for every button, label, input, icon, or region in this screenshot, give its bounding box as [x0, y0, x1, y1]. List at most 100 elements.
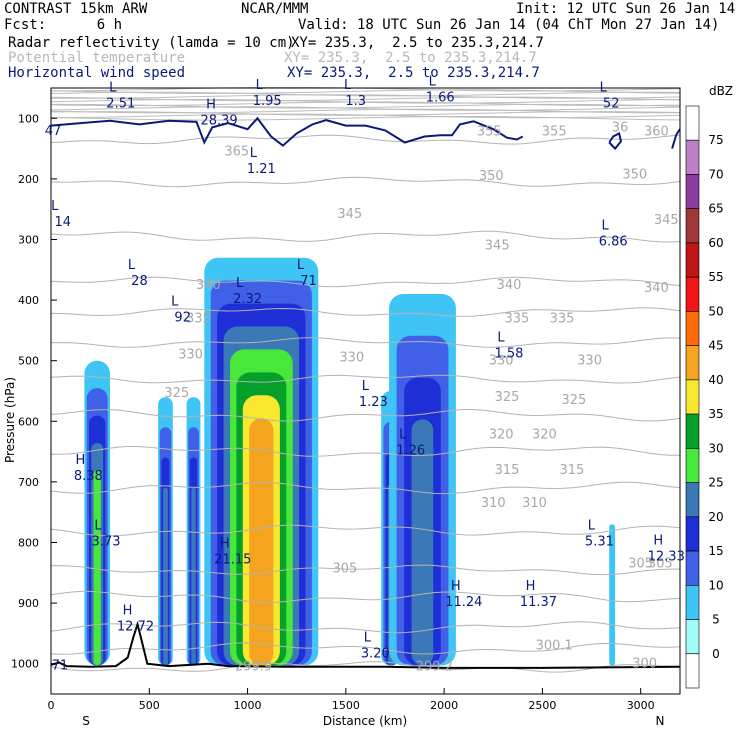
wind-value-label: 2.51	[106, 96, 135, 111]
y-axis-label: Pressure (hPa)	[3, 377, 17, 463]
colorbar-label: 40	[708, 373, 723, 387]
south-label: S	[82, 714, 90, 728]
wind-extremum-mark: L	[256, 78, 264, 93]
theta-label: 340	[497, 278, 522, 293]
wind-value-label: 1.26	[396, 444, 425, 459]
wind-extremum-mark: L	[602, 219, 610, 234]
wind-value-label: 1.95	[253, 94, 282, 109]
x-tick-label: 1000	[234, 699, 262, 712]
theta-contour-line	[50, 106, 681, 111]
theta-label: 340	[644, 281, 669, 296]
theta-contour-line	[51, 103, 681, 109]
field-theta-name: Potential temperature	[8, 50, 186, 66]
wind-value-label: 1.58	[495, 347, 524, 362]
theta-label: 299.2	[416, 660, 453, 675]
colorbar-label: 15	[708, 544, 723, 558]
wind-extremum-mark: L	[362, 379, 370, 394]
colorbar-unit: dBZ	[709, 84, 733, 98]
theta-label: 345	[485, 239, 510, 254]
colorbar-swatch	[685, 139, 700, 175]
theta-label: 335	[550, 311, 575, 326]
theta-label: 315	[495, 463, 520, 478]
wind-extremum-mark: L	[399, 428, 407, 443]
y-axis: 100 200 300 400 500 600 700 800 900 1000	[11, 112, 57, 671]
colorbar-swatch	[685, 311, 700, 346]
y-tick-label: 800	[18, 537, 39, 550]
field-reflectivity-name: Radar reflectivity (lamda = 10 cm)	[8, 35, 295, 51]
theta-contour-line	[50, 621, 681, 634]
wind-value-label: 47	[45, 124, 62, 139]
theta-contour-line	[50, 642, 681, 655]
theta-label: 310	[522, 496, 547, 511]
wind-extremum-mark: H	[653, 534, 663, 549]
theta-label: 360	[644, 125, 669, 140]
wind-value-label: 1.23	[359, 395, 388, 410]
theta-contour-line	[50, 564, 680, 576]
wind-value-label: 3.73	[92, 534, 121, 549]
colorbar-label: 50	[708, 304, 723, 318]
theta-label: 325	[495, 390, 520, 405]
wind-contours	[50, 116, 681, 151]
x-axis-label: Distance (km)	[323, 714, 407, 728]
y-tick-label: 400	[18, 294, 39, 307]
theta-label: 355	[542, 125, 567, 140]
theta-contour-line	[50, 94, 681, 99]
theta-contour-line	[50, 91, 681, 97]
y-tick-label: 700	[18, 476, 39, 489]
wind-extremum-mark: L	[297, 258, 305, 273]
wind-value-label: 1.3	[345, 94, 366, 109]
theta-contour-line	[50, 374, 681, 384]
theta-contour-line	[50, 134, 681, 145]
theta-label: 365	[224, 145, 249, 160]
field-theta-xy: XY= 235.3, 2.5 to 235.3,214.7	[284, 50, 537, 66]
colorbar-swatch	[685, 448, 700, 483]
wind-extremum-mark: L	[344, 78, 352, 93]
wind-extremum-mark: L	[364, 631, 372, 646]
wind-contour-line	[671, 128, 681, 149]
wind-value-label: 52	[603, 96, 620, 111]
reflectivity-field	[84, 257, 616, 666]
theta-label: 305	[648, 557, 673, 572]
wind-value-label: 71	[52, 659, 69, 674]
colorbar-swatch	[685, 242, 700, 278]
wind-extremum-mark: L	[51, 199, 59, 214]
model-title: CONTRAST 15km ARW	[4, 1, 148, 17]
wind-value-label: 21.15	[214, 553, 251, 568]
colorbar-label: 20	[708, 510, 723, 524]
wind-value-label: 28.39	[200, 113, 237, 128]
wind-extremum-mark: L	[497, 331, 505, 346]
wind-value-label: 6.86	[599, 235, 628, 250]
wind-extremum-mark: L	[94, 518, 102, 533]
colorbar-swatch	[685, 276, 700, 312]
colorbar-label: 25	[708, 476, 723, 490]
x-tick-label: 1500	[332, 699, 360, 712]
wind-value-label: 1.21	[247, 162, 276, 177]
colorbar-swatch	[685, 550, 700, 586]
theta-label: 335	[186, 311, 211, 326]
wind-contour-line	[50, 116, 524, 147]
theta-label: 350	[622, 168, 647, 183]
theta-label: 345	[337, 207, 362, 222]
field-wind-name: Horizontal wind speed	[8, 65, 186, 81]
field-wind-xy: XY= 235.3, 2.5 to 235.3,214.7	[287, 65, 540, 81]
colorbar-label: 10	[708, 578, 723, 592]
wind-extremum-mark: L	[171, 294, 179, 309]
x-axis: 0 500 1000 1500 2000 2500 3000	[48, 688, 655, 712]
theta-contour-line	[50, 524, 681, 537]
theta-label: 355	[477, 125, 502, 140]
colorbar-label: 30	[708, 441, 723, 455]
x-tick-label: 500	[139, 699, 160, 712]
theta-label: 305	[332, 562, 357, 577]
theta-label: 310	[481, 496, 506, 511]
theta-contour-line	[50, 276, 681, 288]
reflectivity-band	[249, 418, 274, 666]
reflectivity-band	[609, 524, 616, 666]
contour-labels: 350 350 345 345 345 340 340 340 335 335 335 330 330 3…	[45, 74, 685, 674]
theta-label: 320	[532, 428, 557, 443]
colorbar-label: 55	[708, 270, 723, 284]
wind-extremum-mark: H	[75, 453, 85, 468]
org-label: NCAR/MMM	[241, 1, 309, 17]
north-label: N	[656, 714, 665, 728]
y-tick-label: 600	[18, 415, 39, 428]
wind-extremum-mark: H	[220, 537, 230, 552]
